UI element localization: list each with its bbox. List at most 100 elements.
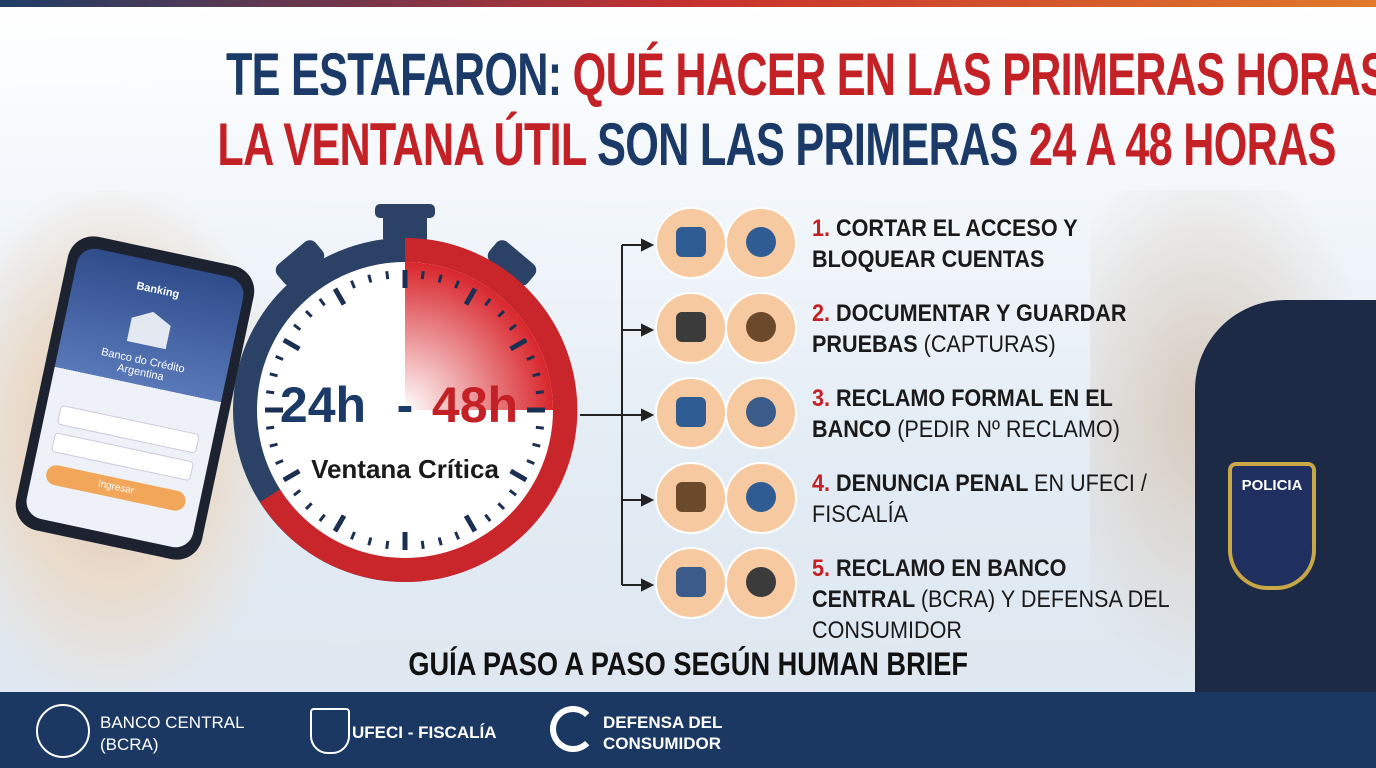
step-text: 1. CORTAR EL ACCESO Y BLOQUEAR CUENTAS xyxy=(812,213,1172,275)
bank-icon xyxy=(127,308,173,350)
timer-from: 24h xyxy=(280,377,366,433)
timer: 24h - 48h Ventana Crítica xyxy=(233,204,578,582)
tick xyxy=(332,514,347,533)
tick xyxy=(420,540,425,549)
title-red: QUÉ HACER EN LAS PRIMERAS HORAS xyxy=(572,41,1376,108)
timer-dash: - xyxy=(397,377,414,433)
step-icon xyxy=(655,377,727,449)
tick xyxy=(269,442,278,448)
tick xyxy=(535,425,544,430)
timer-to: 48h xyxy=(432,377,518,433)
arrow xyxy=(622,323,655,337)
step-number: 4. xyxy=(812,470,831,497)
tick xyxy=(318,298,326,307)
tick xyxy=(484,298,492,307)
step-text: 5. RECLAMO EN BANCO CENTRAL (BCRA) Y DEF… xyxy=(812,553,1172,646)
step-text: 4. DENUNCIA PENAL EN UFECI / FISCALÍA xyxy=(812,468,1172,530)
ufeci-logo xyxy=(310,708,350,754)
tick xyxy=(350,280,356,289)
tick xyxy=(332,287,347,306)
tick xyxy=(535,390,544,395)
step-bold: RECLAMO EN BANCO CENTRAL xyxy=(812,555,1067,613)
tick xyxy=(509,337,528,352)
title-red: 24 A 48 HORAS xyxy=(1028,111,1336,178)
step-icon xyxy=(725,547,797,619)
arrow xyxy=(622,578,655,592)
arrow xyxy=(622,238,655,252)
step: 1. CORTAR EL ACCESO Y BLOQUEAR CUENTAS xyxy=(650,203,1210,281)
tick xyxy=(508,489,517,497)
step-number: 1. xyxy=(812,215,831,242)
tick xyxy=(484,513,492,522)
tick xyxy=(318,513,326,522)
step-icon xyxy=(655,462,727,534)
tick xyxy=(367,537,373,546)
app-name: Banking xyxy=(135,280,181,301)
step-light: (CAPTURAS) xyxy=(923,331,1056,358)
tick xyxy=(497,502,506,511)
step-icon xyxy=(655,207,727,279)
tick xyxy=(420,271,425,280)
step-icon xyxy=(725,207,797,279)
bcra-logo xyxy=(36,704,90,758)
tick xyxy=(275,459,284,465)
step-number: 2. xyxy=(812,300,831,327)
tick xyxy=(293,489,302,497)
tick xyxy=(437,274,443,283)
tick xyxy=(532,442,541,448)
tick xyxy=(385,271,390,280)
tick xyxy=(282,337,301,352)
step: 5. RECLAMO EN BANCO CENTRAL (BCRA) Y DEF… xyxy=(650,543,1210,644)
step-bold: RECLAMO FORMAL EN EL BANCO xyxy=(812,385,1113,443)
tick xyxy=(304,502,313,511)
bank-name: Banco do Crédito Argentina xyxy=(100,346,186,384)
police-badge: POLICIA xyxy=(1228,462,1316,590)
step-icon xyxy=(725,292,797,364)
step-icon xyxy=(725,462,797,534)
step-number: 3. xyxy=(812,385,831,412)
tick xyxy=(526,459,535,465)
tick xyxy=(350,531,356,540)
step-light: EN UFECI / FISCALÍA xyxy=(812,470,1147,528)
tick xyxy=(266,390,275,395)
title-line-2: LA VENTANA ÚTIL SON LAS PRIMERAS 24 A 48… xyxy=(0,110,1376,179)
tick xyxy=(509,468,528,483)
tick xyxy=(532,372,541,378)
title-red: LA VENTANA ÚTIL xyxy=(217,111,586,178)
tick xyxy=(454,280,460,289)
defensa-logo xyxy=(550,706,596,752)
step-bold: CORTAR EL ACCESO Y BLOQUEAR CUENTAS xyxy=(812,215,1078,273)
bcra-label: BANCO CENTRAL (BCRA) xyxy=(100,713,244,754)
tick xyxy=(385,540,390,549)
step: 2. DOCUMENTAR Y GUARDAR PRUEBAS (CAPTURA… xyxy=(650,288,1210,366)
step-text: 2. DOCUMENTAR Y GUARDAR PRUEBAS (CAPTURA… xyxy=(812,298,1172,360)
step-text: 3. RECLAMO FORMAL EN EL BANCO (PEDIR Nº … xyxy=(812,383,1172,445)
step: 3. RECLAMO FORMAL EN EL BANCO (PEDIR Nº … xyxy=(650,373,1210,451)
title-blue: TE ESTAFARON: xyxy=(225,41,562,108)
step-light: (PEDIR Nº RECLAMO) xyxy=(897,416,1120,443)
tick xyxy=(463,514,478,533)
footer: BANCO CENTRAL (BCRA) UFECI - FISCALÍA DE… xyxy=(0,692,1376,768)
tick xyxy=(304,309,313,318)
arrow xyxy=(622,408,655,422)
step-icon xyxy=(655,547,727,619)
connector xyxy=(580,238,655,592)
tick xyxy=(282,468,301,483)
step-bold: DOCUMENTAR Y GUARDAR PRUEBAS xyxy=(812,300,1127,358)
guide-label: GUÍA PASO A PASO SEGÚN HUMAN BRIEF xyxy=(408,646,968,682)
tick xyxy=(454,531,460,540)
tick xyxy=(266,425,275,430)
timer-caption: Ventana Crítica xyxy=(311,454,499,484)
tick xyxy=(275,355,284,361)
tick xyxy=(508,323,517,331)
tick xyxy=(463,287,478,306)
title-line-1: TE ESTAFARON: QUÉ HACER EN LAS PRIMERAS … xyxy=(0,40,1376,109)
arrow xyxy=(622,493,655,507)
tick xyxy=(269,372,278,378)
step: 4. DENUNCIA PENAL EN UFECI / FISCALÍA xyxy=(650,458,1210,536)
step-icon xyxy=(725,377,797,449)
step-icon xyxy=(655,292,727,364)
tick xyxy=(293,323,302,331)
title-blue: SON LAS PRIMERAS xyxy=(597,111,1018,178)
